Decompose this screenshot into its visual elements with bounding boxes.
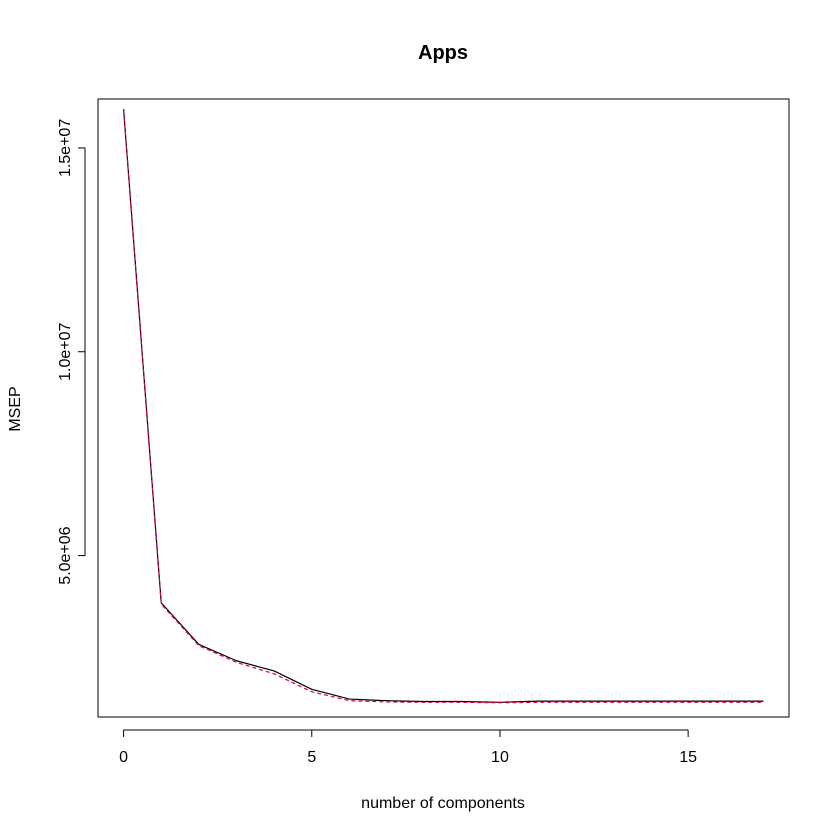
y-tick-label: 1.5e+07 — [57, 119, 74, 177]
x-tick-label: 0 — [119, 749, 128, 766]
x-axis-label: number of components — [361, 795, 525, 812]
y-axis-label: MSEP — [7, 386, 24, 431]
x-tick-label: 10 — [491, 749, 509, 766]
plot-frame — [97, 98, 790, 718]
x-tick-label: 15 — [679, 749, 697, 766]
series-line-dashed — [122, 110, 764, 704]
x-tick-label: 5 — [307, 749, 316, 766]
series-layer — [122, 109, 764, 704]
y-axis: 5.0e+06 1.0e+07 1.5e+07 — [57, 119, 86, 585]
y-tick-label: 1.0e+07 — [57, 323, 74, 381]
x-axis: 0 5 10 15 — [119, 729, 697, 766]
y-tick-label: 5.0e+06 — [57, 526, 74, 584]
chart-title: Apps — [418, 42, 468, 64]
series-line-solid — [122, 109, 764, 703]
